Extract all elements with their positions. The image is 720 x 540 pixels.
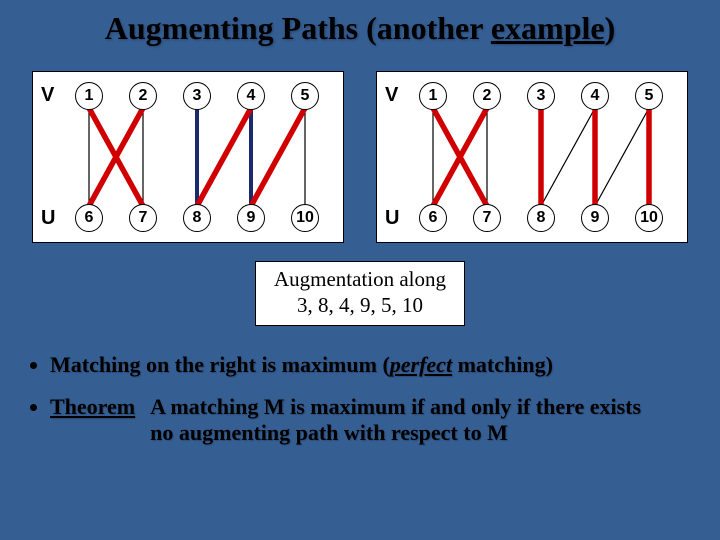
aug-line-1: Augmentation along [274, 267, 446, 291]
node-u-7: 7 [473, 204, 501, 232]
slide-title: Augmenting Paths (another example) [0, 0, 720, 47]
node-u-8: 8 [527, 204, 555, 232]
graph-panel-right: V U 12345 6789 10 [376, 71, 688, 243]
label-v: V [41, 84, 54, 107]
node-u-9: 9 [237, 204, 265, 232]
bullet-theorem: Theorem A matching M is maximum if and o… [50, 394, 720, 446]
node-v-4: 4 [237, 82, 265, 110]
node-v-3: 3 [527, 82, 555, 110]
node-v-4: 4 [581, 82, 609, 110]
node-v-5: 5 [291, 82, 319, 110]
node-v-1: 1 [75, 82, 103, 110]
bullet-list: Matching on the right is maximum (perfec… [50, 352, 720, 446]
aug-line-2: 3, 8, 4, 9, 5, 10 [297, 293, 423, 317]
node-v-5: 5 [635, 82, 663, 110]
node-u-8: 8 [183, 204, 211, 232]
label-u: U [41, 207, 55, 230]
node-u-10: 10 [291, 204, 319, 232]
node-u-10: 10 [635, 204, 663, 232]
node-v-2: 2 [129, 82, 157, 110]
node-u-6: 6 [419, 204, 447, 232]
node-v-3: 3 [183, 82, 211, 110]
node-v-2: 2 [473, 82, 501, 110]
bullet-matching: Matching on the right is maximum (perfec… [50, 352, 720, 378]
graph-panel-left: V U 12345 6789 10 [32, 71, 344, 243]
label-u: U [385, 207, 399, 230]
node-u-6: 6 [75, 204, 103, 232]
augmentation-caption: Augmentation along 3, 8, 4, 9, 5, 10 [255, 261, 465, 326]
node-u-7: 7 [129, 204, 157, 232]
label-v: V [385, 84, 398, 107]
node-u-9: 9 [581, 204, 609, 232]
node-v-1: 1 [419, 82, 447, 110]
graph-panels: V U 12345678910 V U 12345678910 [0, 71, 720, 243]
